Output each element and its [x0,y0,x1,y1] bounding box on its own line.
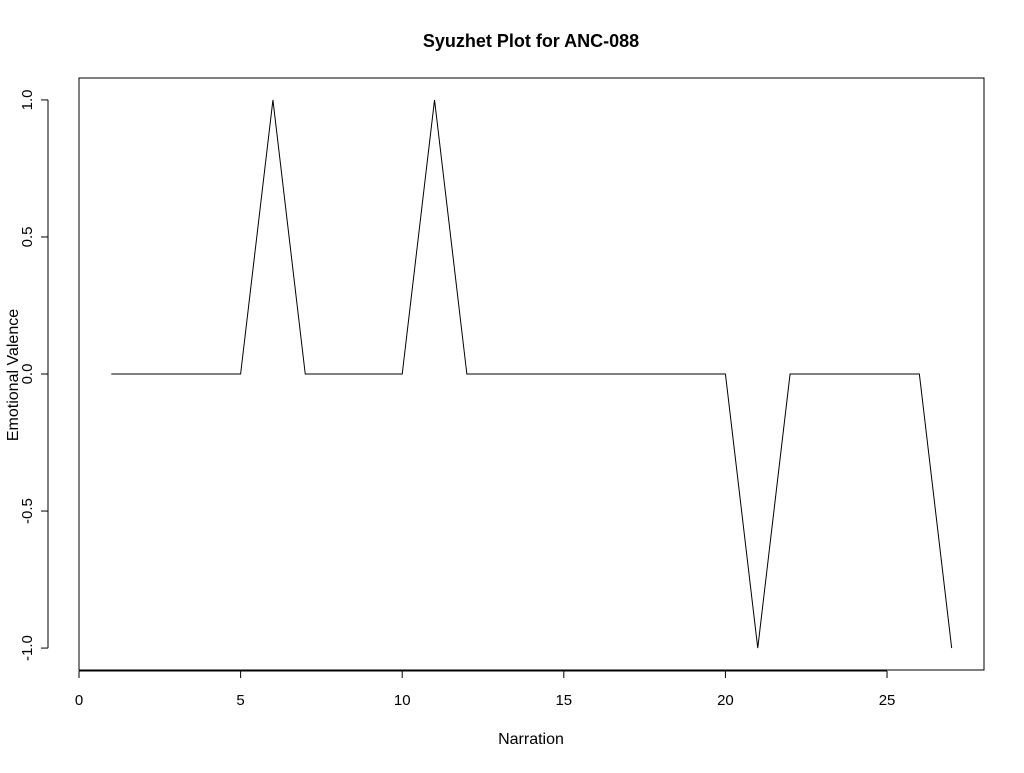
x-tick-label: 10 [394,692,411,709]
x-tick-label: 15 [555,692,572,709]
y-tick-label: -0.5 [19,498,36,524]
y-axis: -1.0 -0.5 0.0 0.5 1.0 [19,89,49,661]
y-tick-label: 0.0 [19,364,36,385]
y-tick-label: 1.0 [19,89,36,110]
x-tick-label: 5 [236,692,244,709]
series-layer [111,99,953,649]
plot-frame [78,77,985,671]
x-tick-label: 0 [75,692,83,709]
x-axis: 0 5 10 15 20 25 [75,670,896,709]
y-axis-label: Emotional Valence [5,309,22,441]
x-tick-label: 20 [717,692,734,709]
y-tick-label: 0.5 [19,227,36,248]
y-tick-label: -1.0 [19,635,36,661]
x-tick-label: 25 [879,692,896,709]
chart-title: Syuzhet Plot for ANC-088 [423,31,639,51]
series-line [111,99,953,649]
x-axis-label: Narration [498,731,564,748]
